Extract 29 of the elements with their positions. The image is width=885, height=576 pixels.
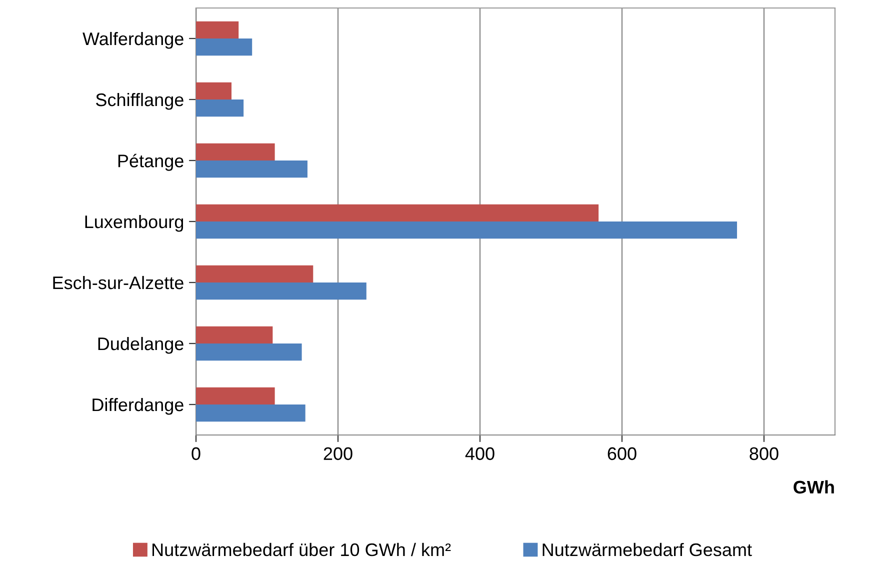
y-tick-label: Walferdange xyxy=(82,32,184,49)
bar xyxy=(196,344,302,361)
bar xyxy=(196,100,244,117)
x-tick-label: 200 xyxy=(324,447,352,460)
x-tick-label: 800 xyxy=(750,447,778,460)
x-tick-label: 400 xyxy=(465,447,494,460)
legend-label: Nutzwärmebedarf Gesamt xyxy=(542,542,752,556)
y-tick-label: Differdange xyxy=(92,398,184,415)
y-tick-label: Schifflange xyxy=(96,92,184,110)
bar xyxy=(196,82,232,100)
bar xyxy=(196,265,314,282)
x-tick-label: 0 xyxy=(192,447,200,460)
bar xyxy=(196,204,599,222)
bar xyxy=(196,21,239,38)
legend-label: Nutzwärmebedarf über 10 GWh / km² xyxy=(152,542,451,556)
y-tick-label: Luxembourg xyxy=(85,214,184,232)
x-tick-label: 600 xyxy=(608,447,636,460)
y-tick-label: Dudelange xyxy=(98,336,184,354)
x-axis-title: GWh xyxy=(794,480,834,494)
bar xyxy=(196,404,306,422)
bar xyxy=(196,222,738,239)
bar xyxy=(196,38,252,56)
y-tick-label: Pétange xyxy=(118,154,184,171)
bar xyxy=(196,326,273,344)
bar xyxy=(196,160,308,178)
y-tick-label: Esch-sur-Alzette xyxy=(53,276,184,290)
bar xyxy=(196,143,275,160)
bar xyxy=(196,387,275,404)
bar xyxy=(196,282,366,300)
